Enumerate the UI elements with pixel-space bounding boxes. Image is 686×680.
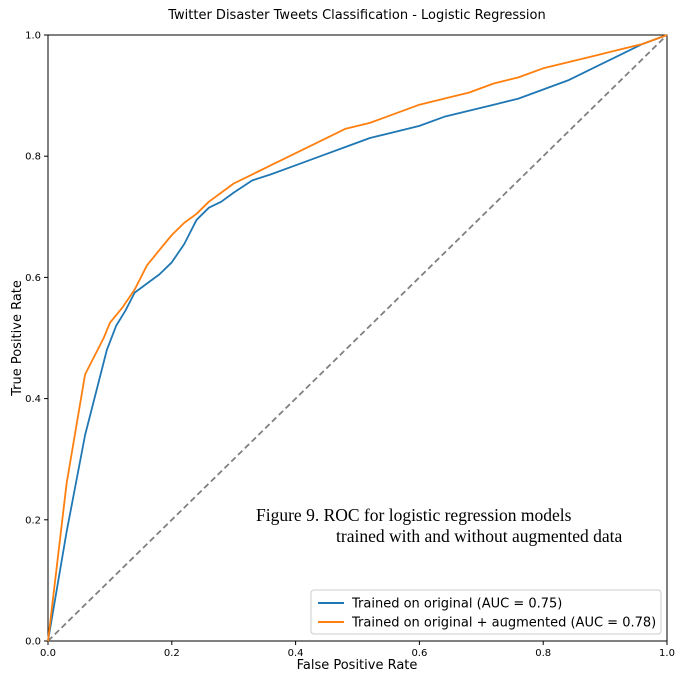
- x-tick-label: 0.2: [164, 648, 180, 659]
- series-layer: [47, 34, 668, 642]
- chance-diagonal: [47, 34, 668, 642]
- y-axis: 0.0 0.2 0.4 0.6 0.8 1.0: [25, 31, 48, 648]
- x-tick-label: 0.6: [411, 648, 427, 659]
- y-axis-label: True Positive Rate: [10, 280, 25, 397]
- legend-label-original: Trained on original (AUC = 0.75): [351, 597, 562, 612]
- x-axis: 0.0 0.2 0.4 0.6 0.8 1.0: [40, 641, 675, 659]
- x-tick-label: 0.4: [288, 648, 304, 659]
- y-tick-label: 0.0: [25, 637, 41, 648]
- roc-curve-augmented: [47, 34, 668, 642]
- y-tick-label: 0.8: [25, 152, 41, 163]
- y-tick-label: 0.4: [25, 394, 41, 405]
- chart-title: Twitter Disaster Tweets Classification -…: [167, 8, 546, 23]
- y-tick-label: 0.2: [25, 515, 41, 526]
- figure-caption-line-1: Figure 9. ROC for logistic regression mo…: [256, 505, 572, 525]
- legend: Trained on original (AUC = 0.75) Trained…: [310, 589, 662, 635]
- figure-caption-line-2: trained with and without augmented data: [336, 526, 622, 546]
- y-tick-label: 0.6: [25, 273, 41, 284]
- roc-curve-original: [47, 34, 668, 642]
- legend-box: [310, 589, 662, 635]
- x-axis-label: False Positive Rate: [297, 658, 418, 673]
- x-tick-label: 0.8: [535, 648, 551, 659]
- y-tick-label: 1.0: [25, 31, 41, 42]
- x-tick-label: 0.0: [40, 648, 56, 659]
- legend-label-augmented: Trained on original + augmented (AUC = 0…: [351, 616, 656, 631]
- plot-frame: [47, 34, 668, 642]
- x-tick-label: 1.0: [659, 648, 675, 659]
